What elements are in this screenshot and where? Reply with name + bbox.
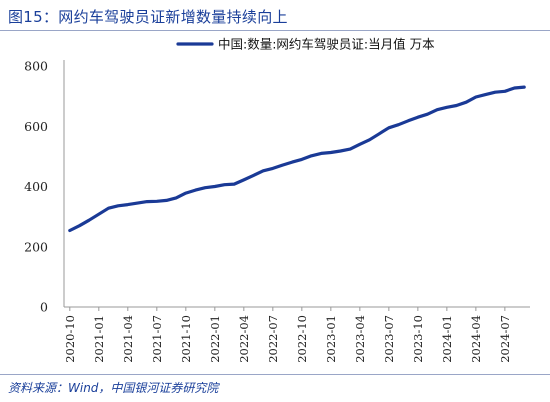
x-tick-label: 2022-04 xyxy=(237,315,251,363)
y-axis-ticks: 0 200 400 600 800 xyxy=(24,59,48,315)
y-tick-label: 800 xyxy=(24,59,48,74)
figure-title: 图15：网约车驾驶员证新增数量持续向上 xyxy=(8,8,288,26)
series-layer xyxy=(68,85,526,233)
x-tick-label: 2024-04 xyxy=(469,315,483,363)
y-tick-label: 400 xyxy=(24,179,48,194)
x-tick-label: 2021-04 xyxy=(121,315,135,363)
x-tick-label: 2023-01 xyxy=(324,315,338,363)
x-tick-label: 2023-07 xyxy=(382,315,396,363)
x-tick-label: 2022-10 xyxy=(295,315,309,363)
x-tick-label: 2022-01 xyxy=(208,315,222,363)
series-line xyxy=(68,85,526,233)
y-tick-label: 600 xyxy=(24,119,48,134)
x-tick-label: 2021-07 xyxy=(150,315,164,363)
y-tick-label: 200 xyxy=(24,239,48,254)
x-tick-label: 2024-07 xyxy=(498,315,512,363)
x-axis-ticks: 2020-10 2021-01 2021-04 2021-07 2021-10 2022-… xyxy=(63,307,512,363)
source-note: 资料来源：Wind，中国银河证券研究院 xyxy=(8,381,219,395)
chart-axes xyxy=(63,60,530,308)
x-tick-label: 2021-10 xyxy=(179,315,193,363)
x-tick-label: 2023-10 xyxy=(411,315,425,363)
y-tick-label: 0 xyxy=(40,300,48,315)
legend-label: 中国:数量:网约车驾驶员证:当月值 万本 xyxy=(218,37,435,52)
x-tick-label: 2023-04 xyxy=(353,315,367,363)
x-tick-label: 2020-10 xyxy=(63,315,77,363)
footer-divider xyxy=(0,374,550,375)
chart-legend: 中国:数量:网约车驾驶员证:当月值 万本 xyxy=(176,37,435,52)
title-divider xyxy=(0,30,550,31)
x-tick-label: 2024-01 xyxy=(440,315,454,363)
x-tick-label: 2022-07 xyxy=(266,315,280,363)
x-tick-label: 2021-01 xyxy=(92,315,106,363)
